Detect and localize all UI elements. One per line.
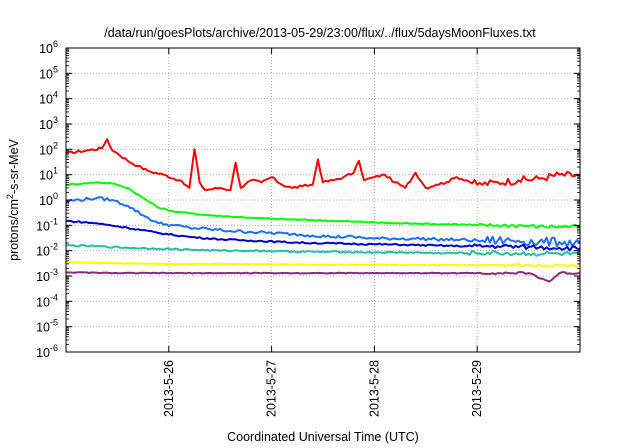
y-tick-label: 10-6 bbox=[36, 343, 58, 360]
series-line-4 bbox=[66, 219, 581, 252]
y-tick-label-exponent: -1 bbox=[50, 216, 58, 226]
grid-lines bbox=[66, 48, 580, 352]
x-tick-label: 2013-5-27 bbox=[265, 360, 279, 417]
y-tick-label-exponent: -6 bbox=[50, 343, 58, 353]
y-tick-label: 104 bbox=[39, 90, 58, 107]
y-tick-label-base: 10 bbox=[39, 118, 53, 132]
y-tick-label-exponent: 2 bbox=[53, 140, 58, 150]
y-axis-label-base: protons/cm bbox=[7, 199, 21, 261]
series-line-1 bbox=[65, 138, 581, 192]
x-axis-label: Coordinated Universal Time (UTC) bbox=[227, 430, 419, 444]
y-tick-label: 101 bbox=[39, 166, 58, 183]
x-tick-label: 2013-5-26 bbox=[162, 360, 176, 417]
y-tick-label-exponent: 0 bbox=[53, 191, 58, 201]
y-tick-label-base: 10 bbox=[39, 93, 53, 107]
y-tick-label: 103 bbox=[39, 115, 58, 132]
x-tick-label: 2013-5-29 bbox=[470, 360, 484, 417]
series-line-6 bbox=[65, 261, 581, 268]
x-tick-label: 2013-5-28 bbox=[367, 360, 381, 417]
y-tick-label-exponent: 5 bbox=[53, 64, 58, 74]
y-tick-label: 105 bbox=[39, 64, 58, 81]
y-axis: 10-610-510-410-310-210-11001011021031041… bbox=[36, 39, 580, 360]
y-tick-label-base: 10 bbox=[39, 194, 53, 208]
y-tick-label-exponent: -3 bbox=[50, 267, 58, 277]
y-tick-label: 10-5 bbox=[36, 318, 58, 335]
y-tick-label-exponent: 1 bbox=[53, 166, 58, 176]
y-tick-label-base: 10 bbox=[36, 295, 50, 309]
y-tick-label-exponent: -5 bbox=[50, 318, 58, 328]
y-tick-label-exponent: -4 bbox=[50, 292, 58, 302]
y-tick-label: 10-4 bbox=[36, 292, 58, 309]
y-tick-label-base: 10 bbox=[36, 219, 50, 233]
series-line-5 bbox=[65, 244, 581, 257]
series-line-7 bbox=[65, 271, 581, 283]
y-tick-label: 10-3 bbox=[36, 267, 58, 284]
y-tick-label: 106 bbox=[39, 39, 58, 56]
x-axis: 2013-5-26 2013-5-27 2013-5-28 2013-5-29 bbox=[162, 48, 484, 417]
series-line-2 bbox=[65, 181, 581, 229]
y-tick-label-base: 10 bbox=[39, 169, 53, 183]
y-tick-label-base: 10 bbox=[39, 67, 53, 81]
plot-frame bbox=[65, 47, 581, 353]
y-tick-label-base: 10 bbox=[36, 346, 50, 360]
y-tick-label: 102 bbox=[39, 140, 58, 157]
y-tick-label: 10-2 bbox=[36, 242, 58, 259]
y-tick-label-base: 10 bbox=[39, 42, 53, 56]
y-axis-label: protons/cm2-s-sr-MeV bbox=[5, 138, 21, 260]
y-tick-label: 10-1 bbox=[36, 216, 58, 233]
y-tick-label-base: 10 bbox=[39, 143, 53, 157]
y-axis-label-rest: -s-sr-MeV bbox=[7, 138, 21, 194]
series-line-3 bbox=[65, 196, 581, 248]
chart-title: /data/run/goesPlots/archive/2013-05-29/2… bbox=[104, 26, 536, 40]
y-tick-label-exponent: 4 bbox=[53, 90, 58, 100]
plot-series bbox=[65, 138, 581, 283]
y-tick-label-base: 10 bbox=[36, 245, 50, 259]
y-tick-label-exponent: 6 bbox=[53, 39, 58, 49]
y-tick-label-base: 10 bbox=[36, 270, 50, 284]
y-tick-label: 100 bbox=[39, 191, 58, 208]
y-tick-label-exponent: -2 bbox=[50, 242, 58, 252]
y-tick-label-exponent: 3 bbox=[53, 115, 58, 125]
y-tick-label-base: 10 bbox=[36, 321, 50, 335]
y-axis-label-sup: 2 bbox=[5, 194, 15, 199]
